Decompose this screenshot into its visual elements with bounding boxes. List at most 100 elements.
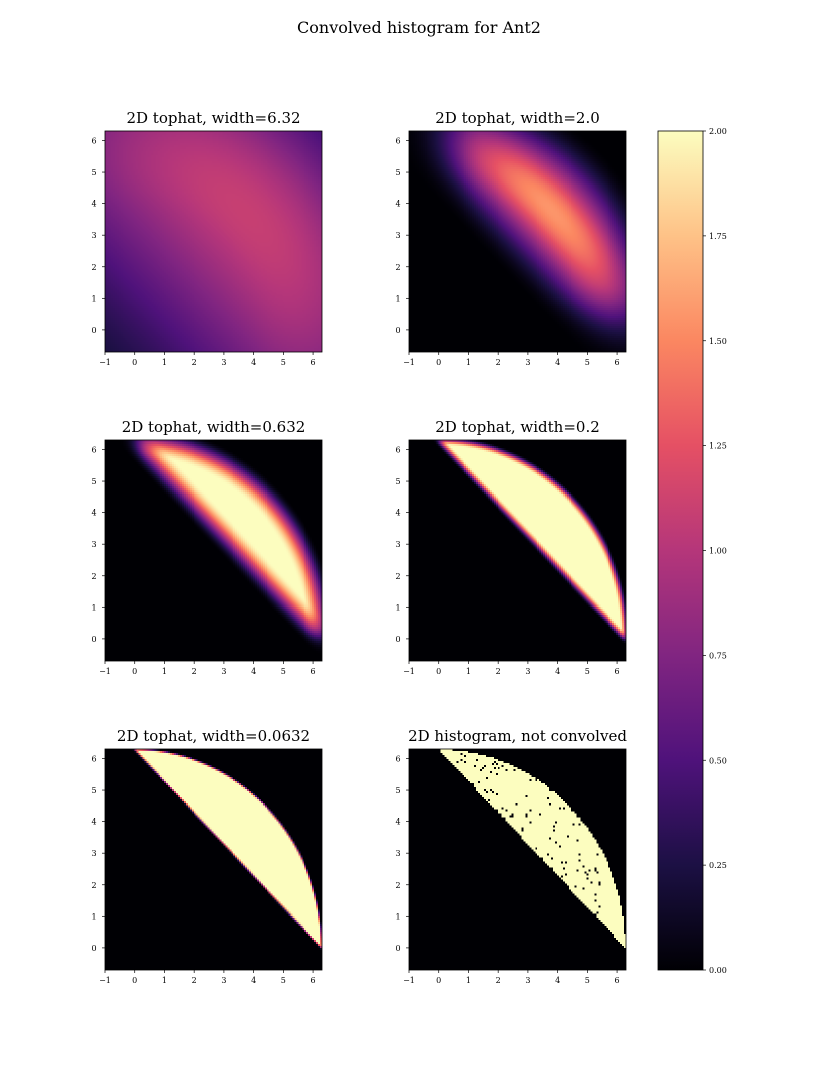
heatmap-image <box>409 749 626 970</box>
y-tick-label: 3 <box>91 849 96 858</box>
panel-title: 2D histogram, not convolved <box>408 727 627 745</box>
x-tick-label: 1 <box>466 667 471 676</box>
x-tick-label: 1 <box>162 976 167 985</box>
x-tick-label: 4 <box>555 358 560 367</box>
x-tick-label: 6 <box>311 667 316 676</box>
x-tick-label: 1 <box>466 358 471 367</box>
x-tick-label: −1 <box>99 667 111 676</box>
heatmap-image <box>105 749 322 970</box>
x-tick-label: 4 <box>251 976 256 985</box>
x-tick-label: 2 <box>496 976 501 985</box>
y-tick-label: 6 <box>91 136 96 145</box>
x-tick-label: 3 <box>525 358 530 367</box>
y-tick-label: 1 <box>395 603 400 612</box>
x-tick-label: 6 <box>615 667 620 676</box>
y-tick-label: 0 <box>91 326 96 335</box>
x-tick-label: 6 <box>311 358 316 367</box>
panel-1: 2D tophat, width=6.32 −1 0 1 2 3 4 5 6 0 1 2 3 4 5 6 <box>91 109 323 367</box>
panel-3: 2D tophat, width=0.632 −1 0 1 2 3 4 5 6 0 1 2 3 4 5 6 <box>91 418 323 676</box>
panel-4: 2D tophat, width=0.2 −1 0 1 2 3 4 5 6 0 1 2 3 4 5 6 <box>395 418 627 676</box>
x-tick-label: 0 <box>132 667 137 676</box>
x-tick-label: 5 <box>585 976 590 985</box>
y-tick-label: 5 <box>395 168 400 177</box>
panels: 2D tophat, width=6.32 −1 0 1 2 3 4 5 6 0 1 2 3 4 5 6 2D … <box>91 109 627 985</box>
axes-frame <box>408 439 627 662</box>
x-tick-label: 5 <box>281 358 286 367</box>
heatmap-image <box>105 440 322 661</box>
colorbar-tick-label: 2.00 <box>709 127 727 136</box>
y-tick-label: 5 <box>395 477 400 486</box>
panel-6: 2D histogram, not convolved −1 0 1 2 3 4 5 6 0 1 2 3… <box>395 727 627 985</box>
figure-title: Convolved histogram for Ant2 <box>297 18 541 37</box>
y-tick-label: 1 <box>91 603 96 612</box>
y-tick-label: 2 <box>395 572 400 581</box>
colorbar-gradient <box>658 131 703 970</box>
y-tick-label: 1 <box>395 912 400 921</box>
y-tick-label: 6 <box>395 445 400 454</box>
y-tick-label: 6 <box>395 136 400 145</box>
colorbar-tick-label: 1.50 <box>709 337 727 346</box>
y-tick-label: 3 <box>91 231 96 240</box>
x-tick-label: 6 <box>615 976 620 985</box>
x-tick-label: 0 <box>132 358 137 367</box>
axes-frame <box>104 439 323 662</box>
x-tick-label: 2 <box>192 667 197 676</box>
heatmap-image <box>409 440 626 661</box>
panel-title: 2D tophat, width=0.632 <box>122 418 306 436</box>
y-tick-label: 3 <box>91 540 96 549</box>
x-tick-label: 6 <box>311 976 316 985</box>
y-tick-label: 5 <box>91 168 96 177</box>
x-tick-label: 4 <box>251 358 256 367</box>
colorbar-tick-label: 0.00 <box>709 966 727 975</box>
y-tick-label: 2 <box>91 572 96 581</box>
x-tick-label: −1 <box>99 976 111 985</box>
y-tick-label: 4 <box>91 200 96 209</box>
x-tick-label: 1 <box>162 358 167 367</box>
y-tick-label: 4 <box>395 818 400 827</box>
x-tick-label: −1 <box>403 667 415 676</box>
x-tick-label: 3 <box>221 667 226 676</box>
y-tick-label: 2 <box>91 881 96 890</box>
x-tick-label: 4 <box>555 976 560 985</box>
y-tick-label: 2 <box>395 263 400 272</box>
x-tick-label: −1 <box>99 358 111 367</box>
y-tick-label: 2 <box>395 881 400 890</box>
x-tick-label: 0 <box>132 976 137 985</box>
y-tick-label: 5 <box>91 477 96 486</box>
y-tick-label: 0 <box>91 944 96 953</box>
x-tick-label: 5 <box>281 667 286 676</box>
x-tick-label: −1 <box>403 358 415 367</box>
colorbar-tick-label: 0.25 <box>709 861 727 870</box>
x-tick-label: 5 <box>281 976 286 985</box>
y-tick-label: 3 <box>395 231 400 240</box>
x-tick-label: 3 <box>221 976 226 985</box>
y-tick-label: 1 <box>91 912 96 921</box>
x-tick-label: 1 <box>466 976 471 985</box>
panel-2: 2D tophat, width=2.0 −1 0 1 2 3 4 5 6 0 1 2 3 4 5 6 <box>395 109 627 367</box>
panel-title: 2D tophat, width=6.32 <box>126 109 300 127</box>
colorbar-tick-label: 1.00 <box>709 547 727 556</box>
axes-frame <box>408 748 627 971</box>
colorbar: 0.00 0.25 0.50 0.75 1.00 1.25 1.50 1.75 2.00 <box>657 127 727 975</box>
x-tick-label: 3 <box>525 667 530 676</box>
y-tick-label: 0 <box>91 635 96 644</box>
panel-title: 2D tophat, width=2.0 <box>435 109 600 127</box>
y-tick-label: 0 <box>395 944 400 953</box>
y-tick-label: 4 <box>91 818 96 827</box>
y-tick-label: 3 <box>395 849 400 858</box>
x-tick-label: 5 <box>585 358 590 367</box>
heatmap-image <box>105 131 322 352</box>
x-tick-label: 4 <box>555 667 560 676</box>
y-tick-label: 6 <box>91 754 96 763</box>
x-tick-label: 4 <box>251 667 256 676</box>
heatmap-image <box>409 131 626 352</box>
y-tick-label: 1 <box>91 294 96 303</box>
colorbar-tick-label: 0.75 <box>709 651 727 660</box>
x-tick-label: −1 <box>403 976 415 985</box>
y-tick-label: 5 <box>395 786 400 795</box>
x-tick-label: 0 <box>436 358 441 367</box>
x-tick-label: 0 <box>436 667 441 676</box>
y-tick-label: 5 <box>91 786 96 795</box>
x-tick-label: 6 <box>615 358 620 367</box>
